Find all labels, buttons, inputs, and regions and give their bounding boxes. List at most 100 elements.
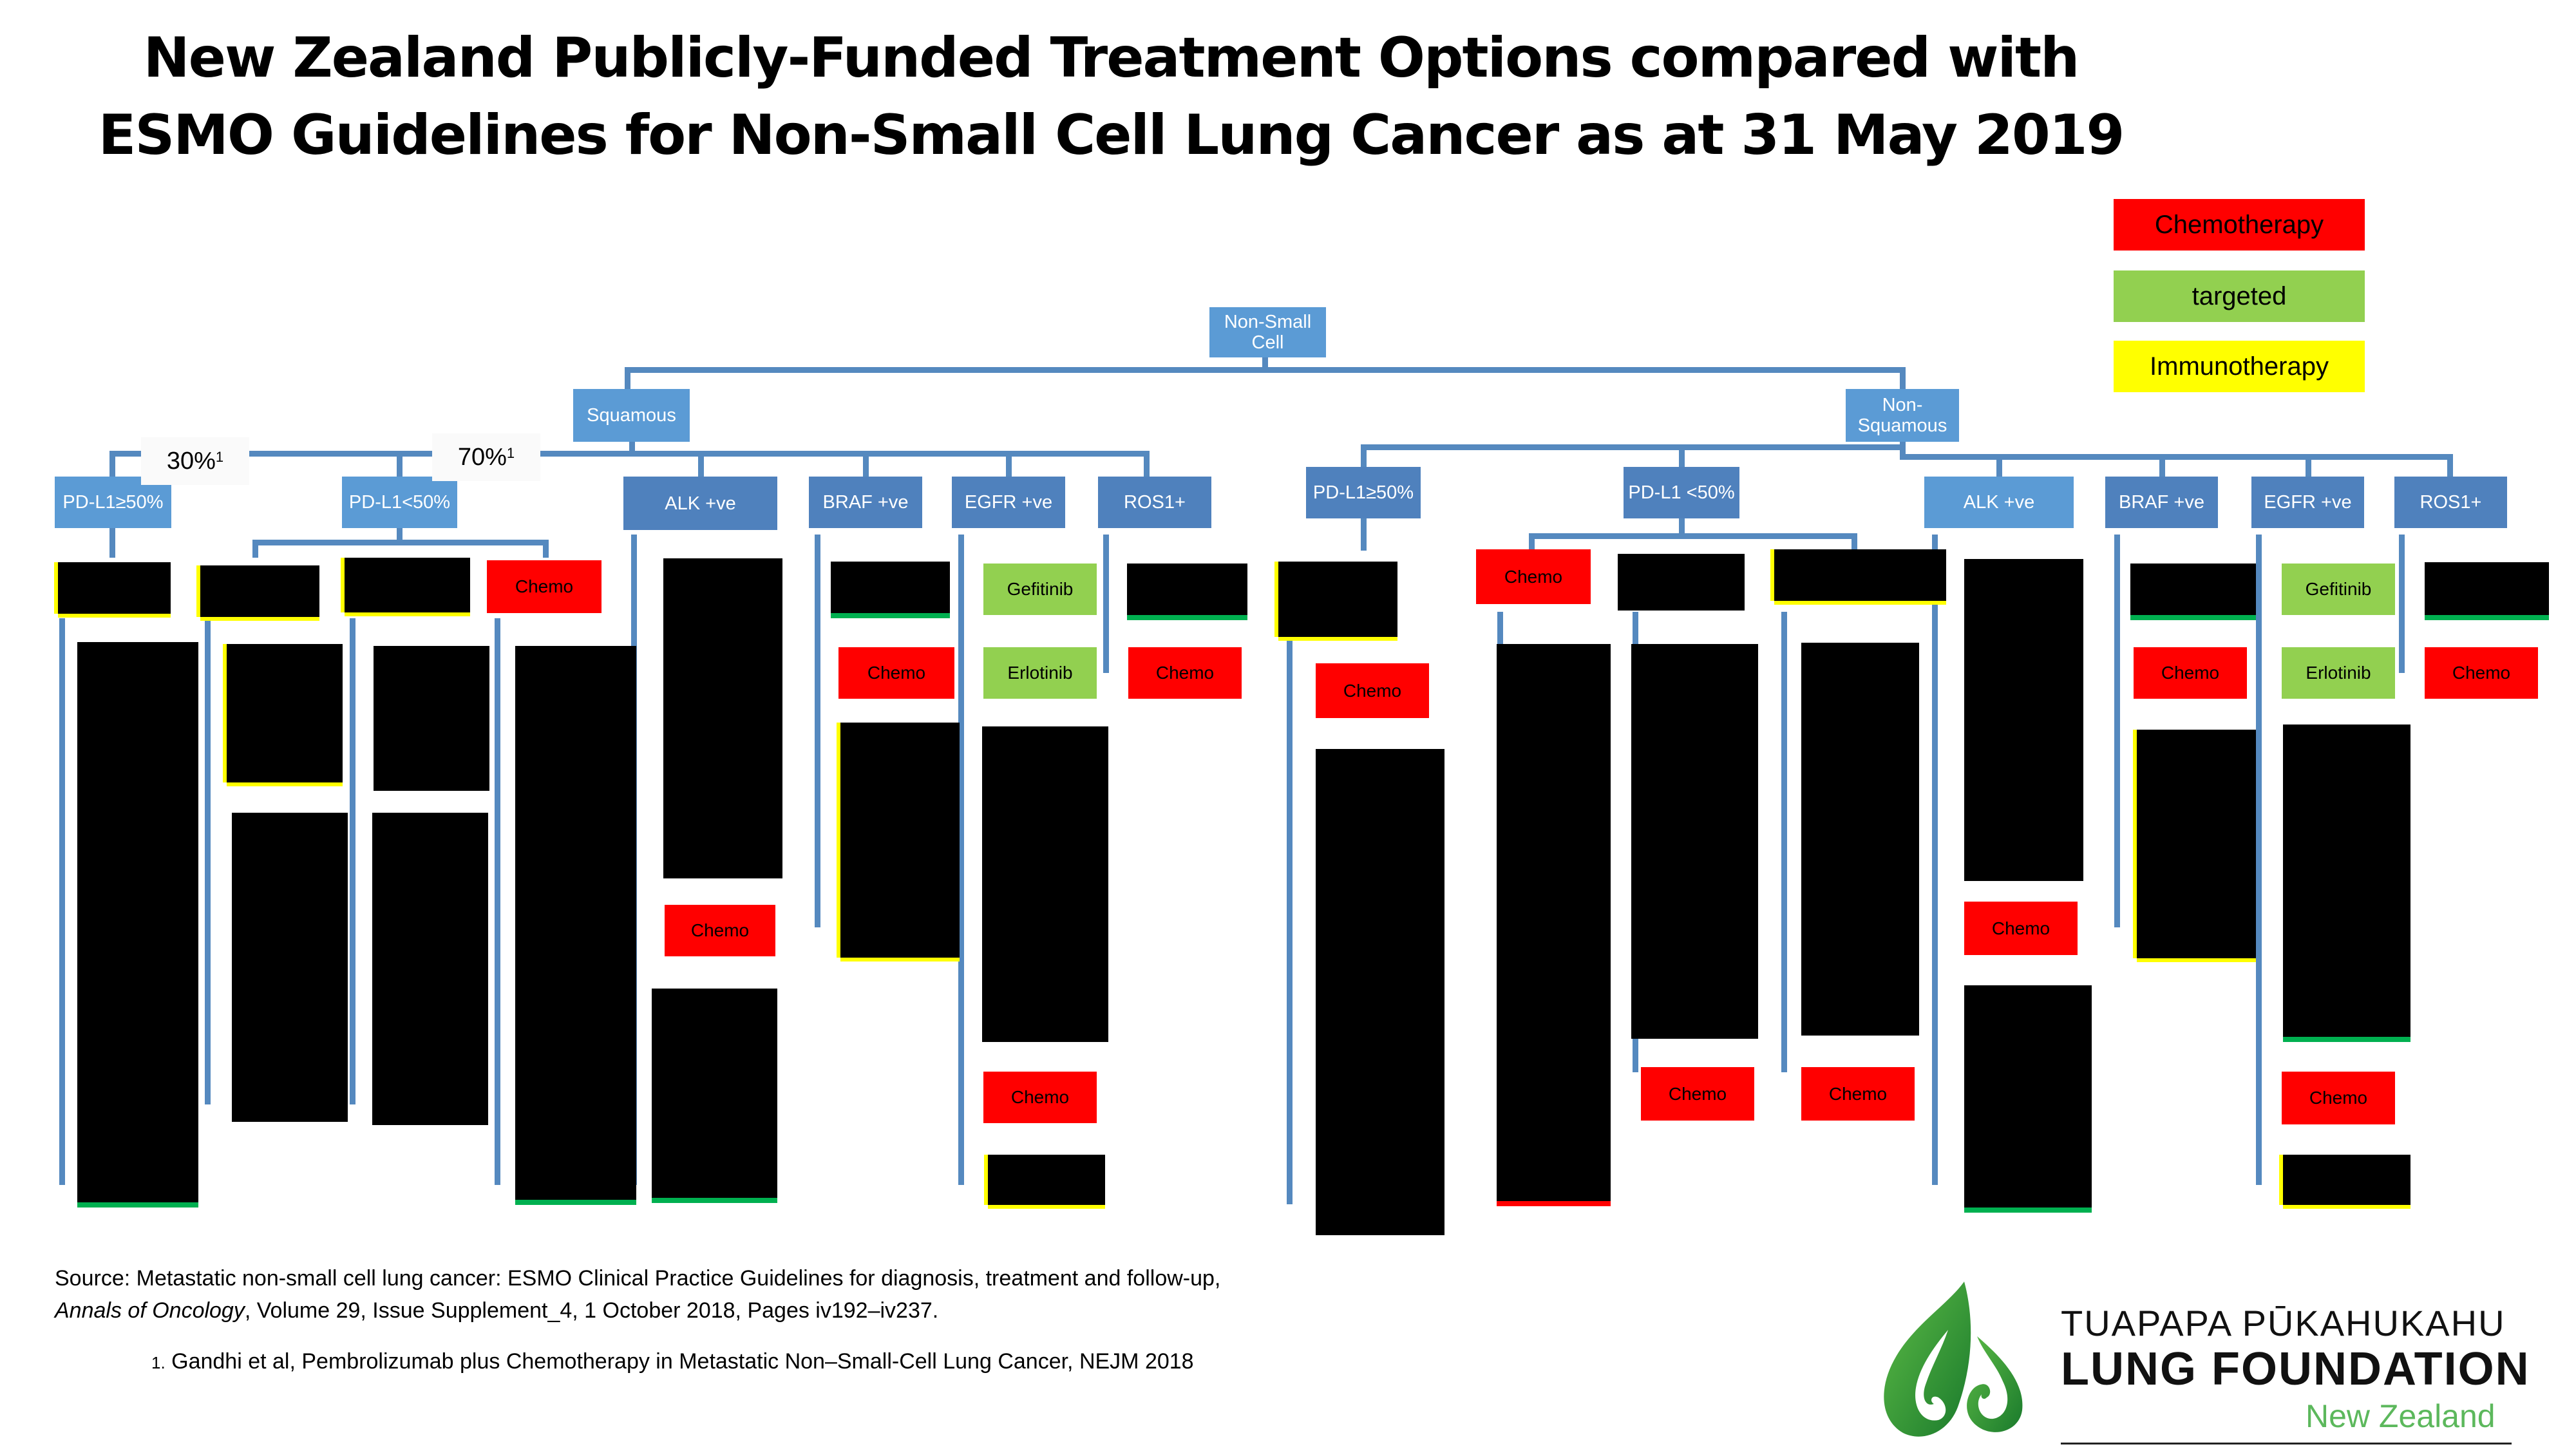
connector bbox=[1900, 454, 2450, 460]
treatment-chemo: Chemo bbox=[1128, 647, 1242, 699]
connector bbox=[495, 618, 500, 1185]
redacted-treatment bbox=[1631, 644, 1758, 1039]
redacted-treatment bbox=[1316, 749, 1444, 1235]
connector bbox=[2256, 535, 2262, 1185]
connector bbox=[109, 451, 115, 477]
node-sq-egfr: EGFR +ve bbox=[952, 477, 1065, 528]
redacted-treatment bbox=[1964, 559, 2083, 881]
source-line-1: Source: Metastatic non-small cell lung c… bbox=[55, 1266, 1221, 1291]
connector bbox=[958, 535, 964, 1185]
source-details: , Volume 29, Issue Supplement_4, 1 Octob… bbox=[244, 1298, 939, 1323]
treatment-erlotinib: Erlotinib bbox=[983, 647, 1097, 699]
logo-org-name: LUNG FOUNDATION bbox=[2061, 1343, 2530, 1395]
connector bbox=[1781, 612, 1787, 1072]
redacted-treatment bbox=[1964, 985, 2092, 1208]
redacted-treatment bbox=[1801, 643, 1919, 1036]
node-sq-ros1: ROS1+ bbox=[1098, 477, 1211, 528]
connector bbox=[252, 540, 549, 545]
share-value: 30% bbox=[166, 447, 216, 475]
treatment-erlotinib: Erlotinib bbox=[2282, 647, 2395, 699]
node-ns-egfr: EGFR +ve bbox=[2251, 477, 2364, 528]
node-sq-braf: BRAF +ve bbox=[809, 477, 922, 528]
redacted-treatment bbox=[982, 726, 1108, 1042]
share-label-30: 30% 1 bbox=[141, 437, 249, 485]
node-label: Non- bbox=[1882, 395, 1923, 415]
connector bbox=[1529, 533, 1535, 553]
treatment-chemo: Chemo bbox=[1476, 549, 1591, 604]
page-title: New Zealand Publicly-Funded Treatment Op… bbox=[0, 19, 2222, 174]
connector bbox=[2399, 535, 2405, 673]
redacted-treatment bbox=[1497, 644, 1611, 1201]
redacted-treatment bbox=[1618, 554, 1745, 611]
treatment-chemo: Chemo bbox=[665, 905, 775, 956]
node-label: PD-L1<50% bbox=[348, 492, 451, 513]
treatment-chemo: Chemo bbox=[1641, 1067, 1754, 1121]
treatment-chemo: Chemo bbox=[2134, 647, 2247, 699]
redacted-treatment bbox=[345, 558, 470, 612]
redacted-treatment bbox=[1127, 564, 1247, 615]
redacted-treatment bbox=[1278, 562, 1397, 637]
connector bbox=[1852, 533, 1857, 553]
node-ns-ros1: ROS1+ bbox=[2394, 477, 2507, 528]
redacted-treatment bbox=[58, 562, 171, 614]
connector bbox=[109, 528, 115, 558]
connector bbox=[252, 540, 258, 558]
node-label: ALK +ve bbox=[1963, 492, 2035, 513]
treatment-chemo: Chemo bbox=[838, 647, 954, 699]
node-sq-pdl1-high: PD-L1≥50% bbox=[55, 477, 171, 528]
connector bbox=[543, 540, 549, 558]
treatment-gefitinib: Gefitinib bbox=[2282, 564, 2395, 615]
legend-chemotherapy: Chemotherapy bbox=[2114, 199, 2365, 251]
node-ns-braf: BRAF +ve bbox=[2105, 477, 2218, 528]
redacted-treatment bbox=[2137, 730, 2256, 958]
treatment-chemo: Chemo bbox=[1801, 1067, 1915, 1121]
connector bbox=[205, 618, 211, 1104]
connector bbox=[1361, 444, 1367, 467]
node-label: Squamous bbox=[587, 405, 676, 426]
connector bbox=[625, 367, 630, 389]
redacted-treatment bbox=[652, 989, 777, 1198]
title-line-1: New Zealand Publicly-Funded Treatment Op… bbox=[143, 26, 2080, 90]
node-label: Squamous bbox=[1857, 415, 1947, 436]
redacted-treatment bbox=[663, 558, 782, 878]
source-line-2: Annals of Oncology, Volume 29, Issue Sup… bbox=[55, 1294, 1220, 1327]
footnote: 1. Gandhi et al, Pembrolizumab plus Chem… bbox=[151, 1349, 1194, 1374]
footnote-ref: 1 bbox=[215, 449, 224, 465]
source-citation: Source: Metastatic non-small cell lung c… bbox=[55, 1262, 1220, 1327]
redacted-treatment bbox=[1774, 549, 1946, 601]
connector bbox=[1529, 533, 1857, 539]
connector bbox=[1996, 454, 2002, 477]
footnote-ref: 1 bbox=[506, 445, 515, 461]
node-sq-pdl1-low: PD-L1<50% bbox=[342, 477, 457, 528]
connector bbox=[1262, 357, 1268, 372]
node-ns-pdl1-low: PD-L1 <50% bbox=[1624, 467, 1739, 518]
node-label: EGFR +ve bbox=[2264, 492, 2352, 513]
redacted-treatment bbox=[2130, 564, 2256, 615]
node-label: ROS1+ bbox=[1124, 492, 1186, 513]
node-label: BRAF +ve bbox=[2119, 492, 2204, 513]
connector bbox=[397, 451, 402, 477]
journal-name: Annals of Oncology bbox=[55, 1298, 245, 1323]
share-label-70: 70% 1 bbox=[432, 433, 540, 481]
redacted-treatment bbox=[374, 646, 489, 791]
connector bbox=[1932, 535, 1938, 1185]
treatment-chemo: Chemo bbox=[1964, 902, 2078, 955]
treatment-chemo: Chemo bbox=[983, 1072, 1097, 1123]
connector bbox=[2306, 454, 2311, 477]
connector bbox=[629, 442, 635, 456]
footnote-text: Gandhi et al, Pembrolizumab plus Chemoth… bbox=[165, 1349, 1194, 1374]
node-label: Non-Small Cell bbox=[1224, 312, 1312, 353]
node-non-small-cell: Non-Small Cell bbox=[1209, 307, 1326, 357]
logo-maori-name: TUAPAPA PŪKAHUKAHU bbox=[2061, 1303, 2506, 1343]
node-label: EGFR +ve bbox=[964, 492, 1053, 513]
treatment-gefitinib: Gefitinib bbox=[983, 564, 1097, 615]
connector bbox=[698, 451, 704, 477]
connector bbox=[625, 367, 1903, 373]
treatment-chemo: Chemo bbox=[1316, 663, 1429, 718]
redacted-treatment bbox=[2283, 1155, 2410, 1205]
redacted-treatment bbox=[515, 646, 636, 1200]
connector bbox=[1900, 367, 1906, 389]
node-label: ALK +ve bbox=[665, 493, 736, 514]
connector bbox=[2114, 535, 2120, 927]
connector bbox=[2447, 454, 2453, 477]
